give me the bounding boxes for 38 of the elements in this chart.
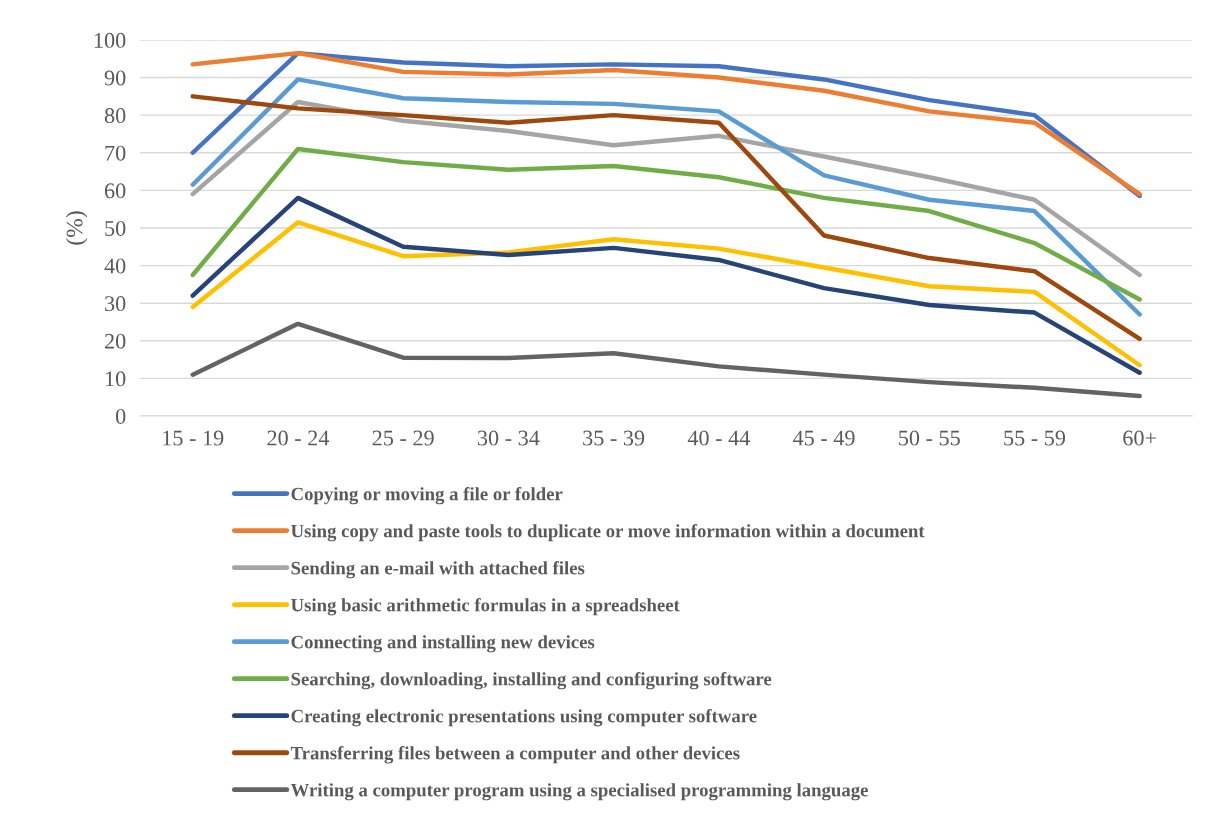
x-tick-label: 20 - 24 (267, 430, 330, 446)
line-series (190, 321, 1142, 399)
y-tick-label: 80 (104, 108, 126, 124)
x-tick-label: 60+ (1123, 430, 1156, 446)
x-tick-label: 30 - 34 (477, 430, 540, 446)
legend-label: Copying or moving a file or folder (291, 486, 563, 505)
y-tick-label: 70 (105, 145, 126, 161)
line-series (190, 94, 1142, 342)
y-tick-label: 40 (104, 258, 126, 274)
y-tick-label: 100 (94, 32, 126, 48)
legend-label: Transferring files between a computer and other devices (290, 746, 740, 764)
x-tick-label: 40 - 44 (687, 430, 750, 446)
legend-label: Using copy and paste tools to duplicate or move information within a document (291, 523, 925, 542)
legend-label: Writing a computer program using a specialised programming language (290, 783, 868, 801)
line-series (190, 146, 1142, 302)
y-tick-label: 90 (104, 70, 126, 86)
line-series (190, 99, 1142, 278)
y-tick-label: 30 (105, 296, 126, 312)
y-tick-label: 10 (105, 371, 126, 387)
y-tick-label: 50 (105, 220, 126, 236)
x-tick-label: 35 - 39 (583, 430, 645, 446)
line-series (190, 77, 1142, 317)
legend-label: Connecting and installing new devices (291, 635, 595, 653)
x-tick-label: 55 - 59 (1004, 430, 1066, 446)
y-axis-title: (%) (65, 211, 88, 245)
line-series (190, 220, 1142, 368)
x-tick-label: 45 - 49 (792, 430, 855, 446)
line-series (190, 195, 1142, 375)
legend-label: Creating electronic presentations using computer software (291, 709, 757, 727)
legend-label: Sending an e-mail with attached files (291, 561, 585, 579)
y-tick-label: 60 (104, 183, 126, 199)
x-tick-label: 15 - 19 (163, 430, 224, 446)
x-tick-label: 50 - 55 (899, 430, 960, 446)
y-tick-label: 20 (104, 333, 126, 349)
y-tick-label: 0 (115, 408, 126, 424)
x-tick-label: 25 - 29 (372, 430, 434, 446)
legend-label: Searching, downloading, installing and configuring software (291, 672, 772, 690)
legend-label: Using basic arithmetic formulas in a spreadsheet (291, 598, 680, 616)
